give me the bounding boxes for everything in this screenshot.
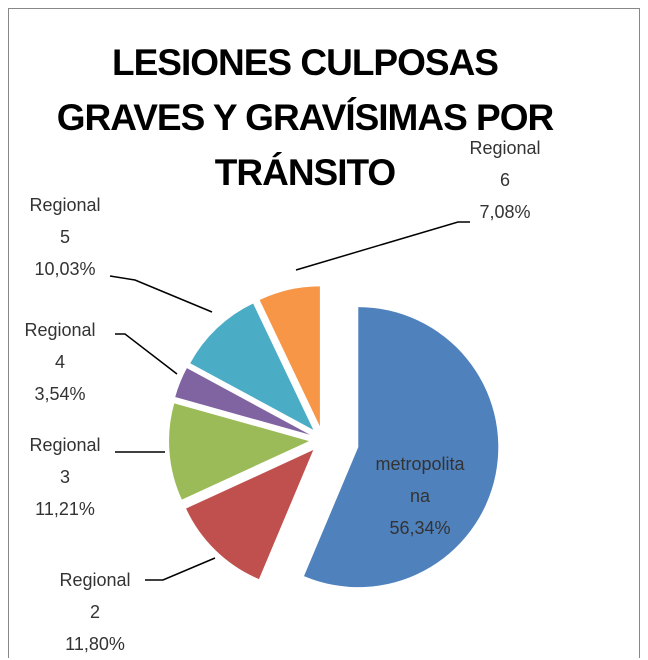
pie-slice xyxy=(190,303,314,430)
category-label: metropolitana xyxy=(375,454,465,506)
leader-line xyxy=(109,275,213,313)
frame xyxy=(8,8,640,658)
category-label: Regional 3 xyxy=(29,435,101,487)
slice-label: Regional 5 10,03% xyxy=(10,189,120,285)
slice-label: Regional 3 11,21% xyxy=(10,429,120,525)
pie-slice xyxy=(175,368,311,435)
value-label: 10,03% xyxy=(34,259,96,279)
pie-slice xyxy=(303,307,499,588)
chart-title: LESIONES CULPOSAS GRAVES Y GRAVÍSIMAS PO… xyxy=(56,42,554,193)
pie-slice xyxy=(259,286,320,427)
pie-slice xyxy=(169,403,310,500)
slice-label: Regional 4 3,54% xyxy=(5,314,115,410)
leader-line xyxy=(115,333,178,375)
value-label: 11,80% xyxy=(65,634,125,654)
leader-line xyxy=(145,557,216,581)
pie-slice xyxy=(186,450,314,580)
value-label: 56,34% xyxy=(389,518,451,538)
leader-line xyxy=(295,221,470,271)
value-label: 7,08% xyxy=(479,202,531,222)
value-label: 11,21% xyxy=(35,499,95,519)
slice-label: Regional 2 11,80% xyxy=(40,564,150,660)
category-label: Regional 2 xyxy=(59,570,131,622)
slice-label: Regional 6 7,08% xyxy=(450,132,560,228)
category-label: Regional 4 xyxy=(24,320,96,372)
category-label: Regional 6 xyxy=(469,138,541,190)
category-label: Regional 5 xyxy=(29,195,101,247)
value-label: 3,54% xyxy=(34,384,86,404)
slice-label: metropolitana 56,34% xyxy=(365,448,475,544)
